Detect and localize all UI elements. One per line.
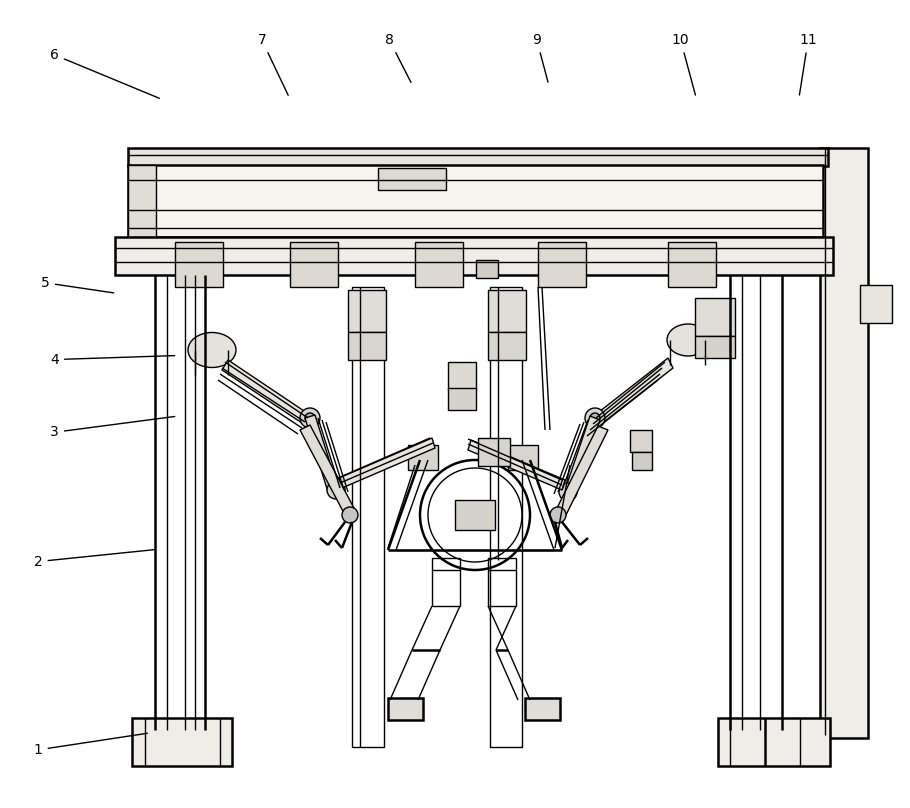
Bar — [455, 500, 495, 530]
Circle shape — [590, 413, 600, 423]
Text: 8: 8 — [385, 33, 411, 82]
Polygon shape — [300, 425, 355, 515]
Bar — [132, 718, 232, 766]
Text: 7: 7 — [258, 33, 288, 95]
Bar — [525, 698, 560, 720]
Text: 9: 9 — [532, 33, 548, 82]
Polygon shape — [565, 416, 600, 494]
Bar — [538, 242, 586, 287]
Bar — [415, 242, 463, 287]
Bar — [352, 287, 384, 747]
Bar — [490, 287, 522, 747]
Text: 6: 6 — [50, 48, 159, 99]
Bar — [128, 148, 828, 166]
Polygon shape — [468, 440, 565, 490]
Bar — [488, 558, 516, 606]
Bar — [820, 148, 868, 738]
Bar — [860, 285, 892, 323]
Bar — [448, 362, 476, 390]
Bar — [630, 430, 652, 452]
Bar — [388, 698, 423, 720]
Bar — [408, 445, 438, 470]
Bar — [488, 290, 526, 332]
Bar — [432, 558, 460, 606]
Bar — [695, 298, 735, 336]
Bar — [378, 168, 446, 190]
Text: 1: 1 — [34, 734, 147, 757]
Text: 3: 3 — [50, 416, 175, 440]
Text: 10: 10 — [672, 33, 695, 95]
Bar — [668, 242, 716, 287]
Circle shape — [300, 408, 320, 428]
Bar — [348, 332, 386, 360]
Circle shape — [550, 507, 566, 523]
Ellipse shape — [188, 333, 236, 368]
Text: 4: 4 — [50, 352, 175, 367]
Bar — [128, 165, 823, 237]
Polygon shape — [555, 426, 608, 517]
Bar — [476, 260, 498, 278]
Circle shape — [305, 413, 315, 423]
Polygon shape — [305, 415, 338, 492]
Text: 5: 5 — [41, 276, 114, 292]
Polygon shape — [339, 438, 435, 488]
Bar — [128, 165, 156, 237]
Circle shape — [585, 408, 605, 428]
Bar — [508, 445, 538, 470]
Bar — [448, 388, 476, 410]
Polygon shape — [595, 358, 673, 425]
Polygon shape — [222, 360, 310, 425]
Circle shape — [559, 483, 577, 501]
Circle shape — [327, 481, 345, 499]
Bar — [115, 237, 833, 275]
Bar — [478, 438, 510, 466]
Text: 11: 11 — [799, 33, 817, 95]
Bar — [488, 332, 526, 360]
Circle shape — [342, 507, 358, 523]
Bar — [632, 452, 652, 470]
Bar — [718, 718, 830, 766]
Bar — [175, 242, 223, 287]
Bar — [348, 290, 386, 332]
Bar — [695, 336, 735, 358]
Bar — [290, 242, 338, 287]
Ellipse shape — [667, 324, 709, 356]
Text: 2: 2 — [34, 549, 154, 569]
